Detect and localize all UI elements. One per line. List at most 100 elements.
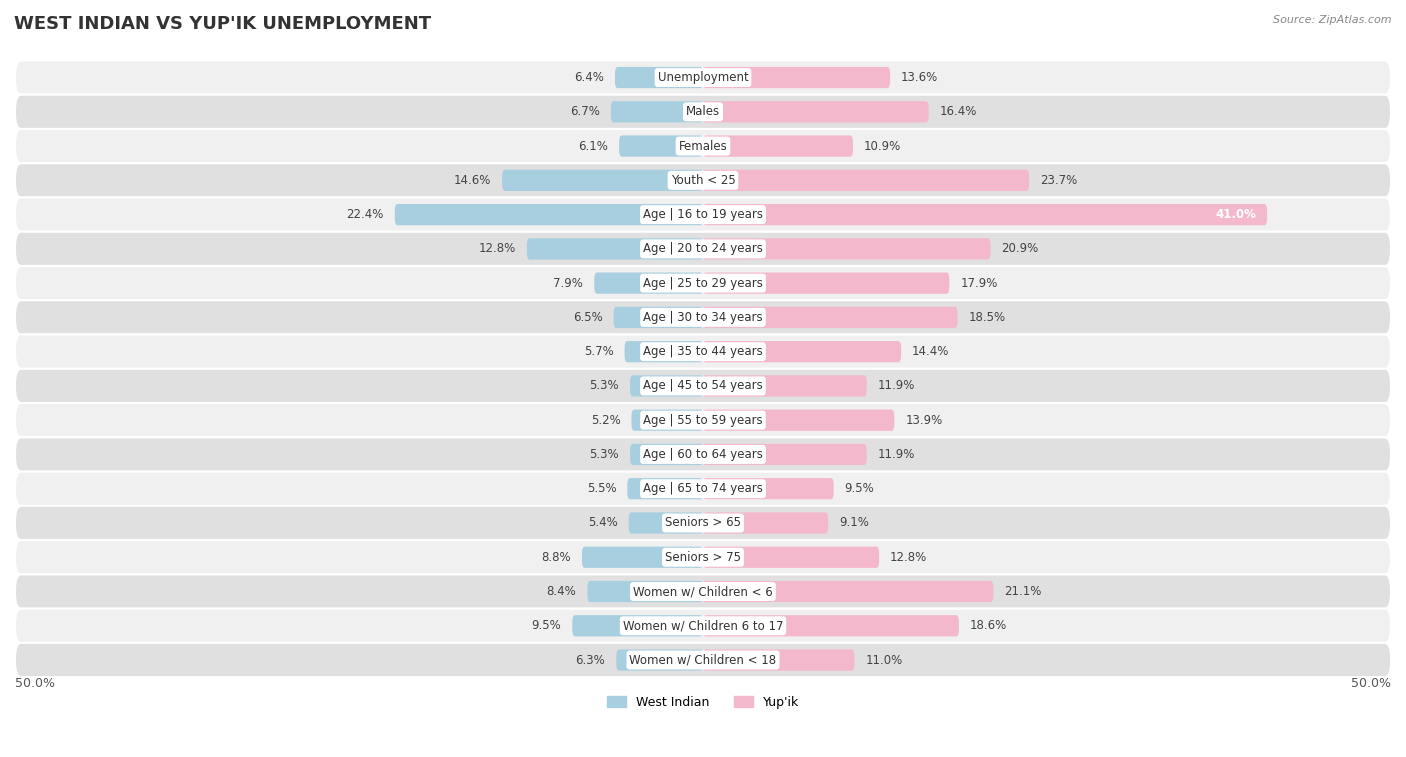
FancyBboxPatch shape	[619, 136, 703, 157]
Text: 7.9%: 7.9%	[554, 276, 583, 290]
Text: 11.0%: 11.0%	[865, 653, 903, 666]
FancyBboxPatch shape	[15, 301, 1391, 335]
FancyBboxPatch shape	[15, 266, 1391, 301]
FancyBboxPatch shape	[624, 341, 703, 363]
Text: Age | 65 to 74 years: Age | 65 to 74 years	[643, 482, 763, 495]
Text: Women w/ Children < 18: Women w/ Children < 18	[630, 653, 776, 666]
FancyBboxPatch shape	[703, 478, 834, 500]
FancyBboxPatch shape	[614, 67, 703, 88]
Text: 8.8%: 8.8%	[541, 551, 571, 564]
Text: Seniors > 65: Seniors > 65	[665, 516, 741, 529]
FancyBboxPatch shape	[15, 438, 1391, 472]
FancyBboxPatch shape	[628, 512, 703, 534]
Text: 18.5%: 18.5%	[969, 311, 1005, 324]
FancyBboxPatch shape	[703, 204, 1267, 226]
Text: Age | 16 to 19 years: Age | 16 to 19 years	[643, 208, 763, 221]
Text: 50.0%: 50.0%	[15, 678, 55, 690]
FancyBboxPatch shape	[595, 273, 703, 294]
FancyBboxPatch shape	[627, 478, 703, 500]
FancyBboxPatch shape	[703, 170, 1029, 191]
FancyBboxPatch shape	[703, 238, 991, 260]
FancyBboxPatch shape	[15, 403, 1391, 438]
Text: 9.1%: 9.1%	[839, 516, 869, 529]
Text: 20.9%: 20.9%	[1001, 242, 1039, 255]
Text: 6.7%: 6.7%	[569, 105, 600, 118]
FancyBboxPatch shape	[610, 101, 703, 123]
Text: 5.2%: 5.2%	[591, 413, 620, 427]
Text: 17.9%: 17.9%	[960, 276, 998, 290]
Text: 21.1%: 21.1%	[1004, 585, 1042, 598]
Text: Women w/ Children 6 to 17: Women w/ Children 6 to 17	[623, 619, 783, 632]
FancyBboxPatch shape	[703, 375, 866, 397]
FancyBboxPatch shape	[616, 650, 703, 671]
FancyBboxPatch shape	[15, 472, 1391, 506]
FancyBboxPatch shape	[631, 410, 703, 431]
Text: WEST INDIAN VS YUP'IK UNEMPLOYMENT: WEST INDIAN VS YUP'IK UNEMPLOYMENT	[14, 15, 432, 33]
Text: 12.8%: 12.8%	[890, 551, 928, 564]
FancyBboxPatch shape	[703, 512, 828, 534]
Text: 5.3%: 5.3%	[589, 379, 619, 392]
Text: Women w/ Children < 6: Women w/ Children < 6	[633, 585, 773, 598]
Text: 5.5%: 5.5%	[586, 482, 616, 495]
Text: Age | 35 to 44 years: Age | 35 to 44 years	[643, 345, 763, 358]
Text: Age | 55 to 59 years: Age | 55 to 59 years	[643, 413, 763, 427]
Text: 16.4%: 16.4%	[939, 105, 977, 118]
Text: Age | 20 to 24 years: Age | 20 to 24 years	[643, 242, 763, 255]
FancyBboxPatch shape	[703, 101, 929, 123]
Text: 9.5%: 9.5%	[845, 482, 875, 495]
Text: 12.8%: 12.8%	[478, 242, 516, 255]
FancyBboxPatch shape	[395, 204, 703, 226]
Text: 50.0%: 50.0%	[1351, 678, 1391, 690]
Text: 23.7%: 23.7%	[1040, 174, 1077, 187]
Text: 10.9%: 10.9%	[865, 139, 901, 153]
FancyBboxPatch shape	[703, 581, 993, 602]
FancyBboxPatch shape	[15, 609, 1391, 643]
Text: 11.9%: 11.9%	[877, 379, 915, 392]
FancyBboxPatch shape	[703, 547, 879, 568]
Text: Seniors > 75: Seniors > 75	[665, 551, 741, 564]
FancyBboxPatch shape	[15, 198, 1391, 232]
Text: 14.4%: 14.4%	[912, 345, 949, 358]
Text: 9.5%: 9.5%	[531, 619, 561, 632]
Text: 5.4%: 5.4%	[588, 516, 617, 529]
FancyBboxPatch shape	[703, 444, 866, 465]
Text: 6.5%: 6.5%	[572, 311, 603, 324]
FancyBboxPatch shape	[502, 170, 703, 191]
Text: 14.6%: 14.6%	[454, 174, 491, 187]
Text: 6.1%: 6.1%	[578, 139, 607, 153]
FancyBboxPatch shape	[15, 369, 1391, 403]
Text: Youth < 25: Youth < 25	[671, 174, 735, 187]
FancyBboxPatch shape	[15, 61, 1391, 95]
Text: 13.6%: 13.6%	[901, 71, 938, 84]
FancyBboxPatch shape	[15, 643, 1391, 678]
FancyBboxPatch shape	[703, 341, 901, 363]
FancyBboxPatch shape	[15, 129, 1391, 164]
Text: Age | 25 to 29 years: Age | 25 to 29 years	[643, 276, 763, 290]
Text: Males: Males	[686, 105, 720, 118]
FancyBboxPatch shape	[15, 540, 1391, 575]
FancyBboxPatch shape	[703, 307, 957, 328]
Legend: West Indian, Yup'ik: West Indian, Yup'ik	[602, 691, 804, 714]
FancyBboxPatch shape	[703, 615, 959, 637]
FancyBboxPatch shape	[630, 375, 703, 397]
Text: 6.4%: 6.4%	[574, 71, 605, 84]
Text: 5.3%: 5.3%	[589, 448, 619, 461]
Text: Age | 45 to 54 years: Age | 45 to 54 years	[643, 379, 763, 392]
FancyBboxPatch shape	[15, 575, 1391, 609]
Text: 8.4%: 8.4%	[547, 585, 576, 598]
FancyBboxPatch shape	[613, 307, 703, 328]
Text: 22.4%: 22.4%	[346, 208, 384, 221]
FancyBboxPatch shape	[703, 650, 855, 671]
FancyBboxPatch shape	[527, 238, 703, 260]
Text: Age | 30 to 34 years: Age | 30 to 34 years	[643, 311, 763, 324]
Text: Females: Females	[679, 139, 727, 153]
FancyBboxPatch shape	[572, 615, 703, 637]
FancyBboxPatch shape	[703, 136, 853, 157]
Text: 13.9%: 13.9%	[905, 413, 942, 427]
Text: 18.6%: 18.6%	[970, 619, 1007, 632]
FancyBboxPatch shape	[15, 506, 1391, 540]
FancyBboxPatch shape	[15, 164, 1391, 198]
Text: 41.0%: 41.0%	[1215, 208, 1256, 221]
FancyBboxPatch shape	[588, 581, 703, 602]
Text: 6.3%: 6.3%	[575, 653, 606, 666]
